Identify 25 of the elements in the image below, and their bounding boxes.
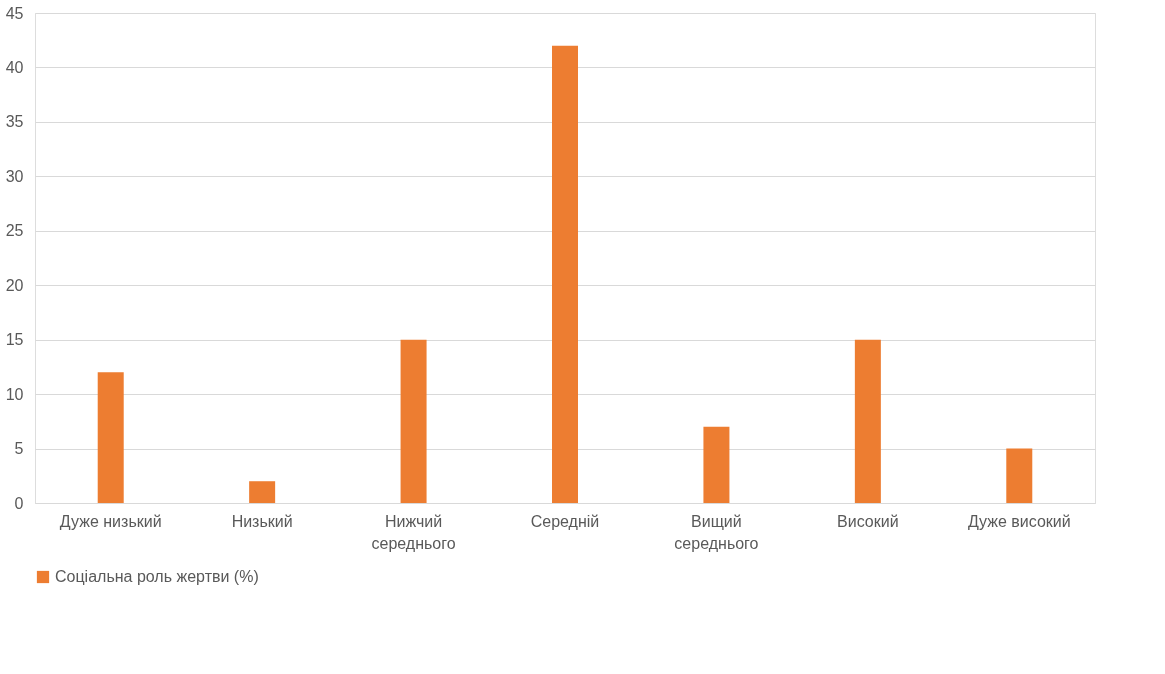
y-tick-label: 5 — [14, 440, 24, 458]
y-tick-label: 25 — [5, 222, 24, 240]
x-tick-label: Вищий середнього — [674, 512, 759, 552]
y-tick-label: 20 — [5, 276, 24, 294]
y-tick-label: 30 — [5, 167, 24, 185]
x-tick-label: Нижчий середнього — [371, 512, 456, 552]
bar — [552, 45, 578, 503]
x-tick-label: Низький — [231, 512, 293, 530]
bar — [249, 481, 276, 503]
y-tick-label: 10 — [5, 385, 24, 403]
bar — [1006, 448, 1033, 503]
y-tick-label: 0 — [14, 494, 24, 512]
x-tick-label: Високий — [837, 512, 899, 530]
y-tick-label: 40 — [5, 58, 24, 76]
y-tick-label: 35 — [5, 113, 24, 131]
x-tick-label: Дуже низький — [59, 512, 162, 530]
bar — [703, 426, 730, 503]
y-tick-label: 45 — [5, 4, 24, 22]
x-tick-label: Середній — [530, 512, 600, 530]
y-tick-label: 15 — [5, 331, 24, 349]
legend-label: Соціальна роль жертви (%) — [55, 568, 259, 585]
bar — [854, 339, 881, 503]
bar — [97, 372, 124, 503]
bar — [400, 339, 427, 503]
x-tick-label: Дуже високий — [967, 512, 1071, 530]
